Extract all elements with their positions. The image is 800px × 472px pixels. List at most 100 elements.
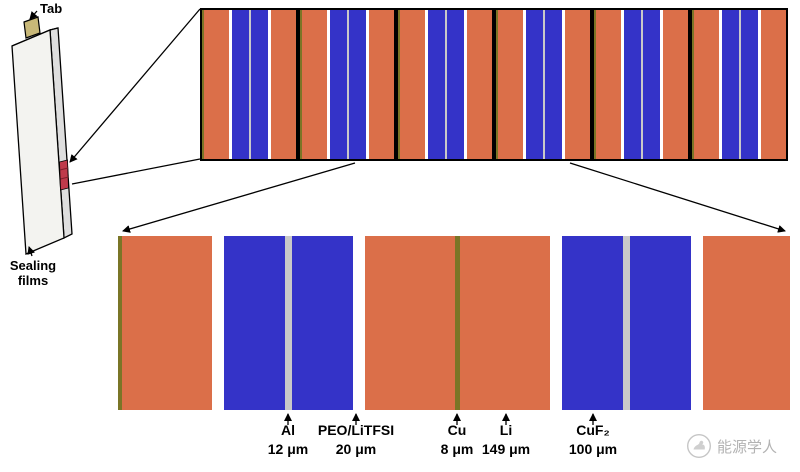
layer-li xyxy=(399,10,426,159)
layer-cu xyxy=(118,236,122,410)
stack-edge-patch-stripe xyxy=(59,167,69,171)
layer-li xyxy=(301,10,328,159)
sealing-films-arrow xyxy=(27,246,36,257)
layer-peo xyxy=(267,10,271,159)
annotation-cu-name: Cu xyxy=(447,422,467,438)
layer-peo xyxy=(353,236,365,410)
annotation-cuf2: CuF₂ 100 μm xyxy=(569,421,617,459)
layer-cuf2 xyxy=(526,10,543,159)
layer-cuf2 xyxy=(232,10,249,159)
layer-cuf2 xyxy=(722,10,739,159)
layer-li xyxy=(368,10,394,159)
layer-cu xyxy=(398,10,400,159)
annotation-cuf2-thickness: 100 μm xyxy=(568,441,618,457)
zoom-wedge-lower-line xyxy=(71,158,201,185)
layer-li xyxy=(122,236,212,410)
layer-peo xyxy=(621,10,625,159)
annotation-li-name: Li xyxy=(499,422,513,438)
layer-cuf2 xyxy=(292,236,353,410)
annotation-cuf2-name: CuF₂ xyxy=(576,422,610,438)
layer-cuf2 xyxy=(348,10,366,159)
strip-repeat-unit xyxy=(690,8,788,161)
layer-cuf2 xyxy=(562,236,623,410)
layer-li xyxy=(693,10,720,159)
layer-li xyxy=(497,10,524,159)
annotation-peo-litfsi: PEO/LiTFSI 20 μm xyxy=(318,421,394,459)
layer-cuf2 xyxy=(630,236,691,410)
stack-edge-patch-stripe xyxy=(60,176,69,180)
layer-cuf2 xyxy=(446,10,464,159)
layer-al xyxy=(640,10,643,159)
layer-li xyxy=(365,236,455,410)
layer-li xyxy=(760,10,786,159)
annotation-cu: Cu 8 μm xyxy=(441,421,474,459)
layer-cuf2 xyxy=(224,236,285,410)
layer-peo xyxy=(757,10,761,159)
annotation-cu-thickness: 8 μm xyxy=(440,441,474,457)
layer-cu xyxy=(496,10,498,159)
layer-peo xyxy=(523,10,527,159)
layer-al xyxy=(444,10,447,159)
tab-arrow xyxy=(29,10,38,20)
layer-al xyxy=(285,236,292,410)
layer-peo xyxy=(365,10,369,159)
layer-cuf2 xyxy=(624,10,641,159)
layer-peo xyxy=(229,10,233,159)
strip-repeat-unit xyxy=(494,8,592,161)
layer-peo xyxy=(463,10,467,159)
layer-li xyxy=(460,236,550,410)
layer-cuf2 xyxy=(740,10,758,159)
layer-al xyxy=(623,236,630,410)
watermark-text: 能源学人 xyxy=(717,438,778,456)
annotation-al-name: Al xyxy=(280,422,295,438)
layer-li xyxy=(703,236,790,410)
watermark-logo-icon xyxy=(686,433,712,459)
layer-cuf2 xyxy=(642,10,660,159)
layer-peo xyxy=(691,236,703,410)
layer-cu xyxy=(202,10,204,159)
layer-al xyxy=(346,10,349,159)
layer-cuf2 xyxy=(544,10,562,159)
magnified-layer-stack xyxy=(118,236,790,410)
layer-li xyxy=(203,10,230,159)
magnify-line-right xyxy=(569,162,786,233)
layer-cu xyxy=(300,10,302,159)
strip-repeat-unit xyxy=(396,8,494,161)
layer-peo xyxy=(425,10,429,159)
strip-repeat-unit xyxy=(592,8,690,161)
pouch-cell-front-face xyxy=(11,29,65,255)
layer-cu xyxy=(455,236,460,410)
layer-peo xyxy=(212,236,224,410)
layer-strip-overview xyxy=(200,8,788,161)
zoom-wedge-upper-line xyxy=(69,8,201,163)
tab-label: Tab xyxy=(40,1,63,16)
strip-repeat-unit xyxy=(298,8,396,161)
annotation-peo-name: PEO/LiTFSI xyxy=(317,422,395,438)
annotation-li: Li 149 μm xyxy=(482,421,530,459)
annotation-li-thickness: 149 μm xyxy=(481,441,531,457)
magnify-line-left xyxy=(122,162,356,233)
layer-cuf2 xyxy=(250,10,268,159)
layer-peo xyxy=(327,10,331,159)
layer-li xyxy=(466,10,492,159)
layer-cu xyxy=(594,10,596,159)
layer-li xyxy=(270,10,296,159)
layer-peo xyxy=(719,10,723,159)
stack-edge-patch xyxy=(59,159,69,191)
layer-li xyxy=(595,10,622,159)
sealing-films-label: Sealing films xyxy=(9,258,57,288)
layer-li xyxy=(662,10,688,159)
layer-li xyxy=(564,10,590,159)
layer-peo xyxy=(550,236,562,410)
layer-al xyxy=(738,10,741,159)
layer-cuf2 xyxy=(428,10,445,159)
layer-peo xyxy=(561,10,565,159)
layer-al xyxy=(542,10,545,159)
strip-repeat-unit xyxy=(200,8,298,161)
annotation-al: Al 12 μm xyxy=(268,421,308,459)
layer-peo xyxy=(659,10,663,159)
watermark: 能源学人 xyxy=(686,433,777,459)
layer-al xyxy=(248,10,251,159)
annotation-peo-thickness: 20 μm xyxy=(335,441,377,457)
